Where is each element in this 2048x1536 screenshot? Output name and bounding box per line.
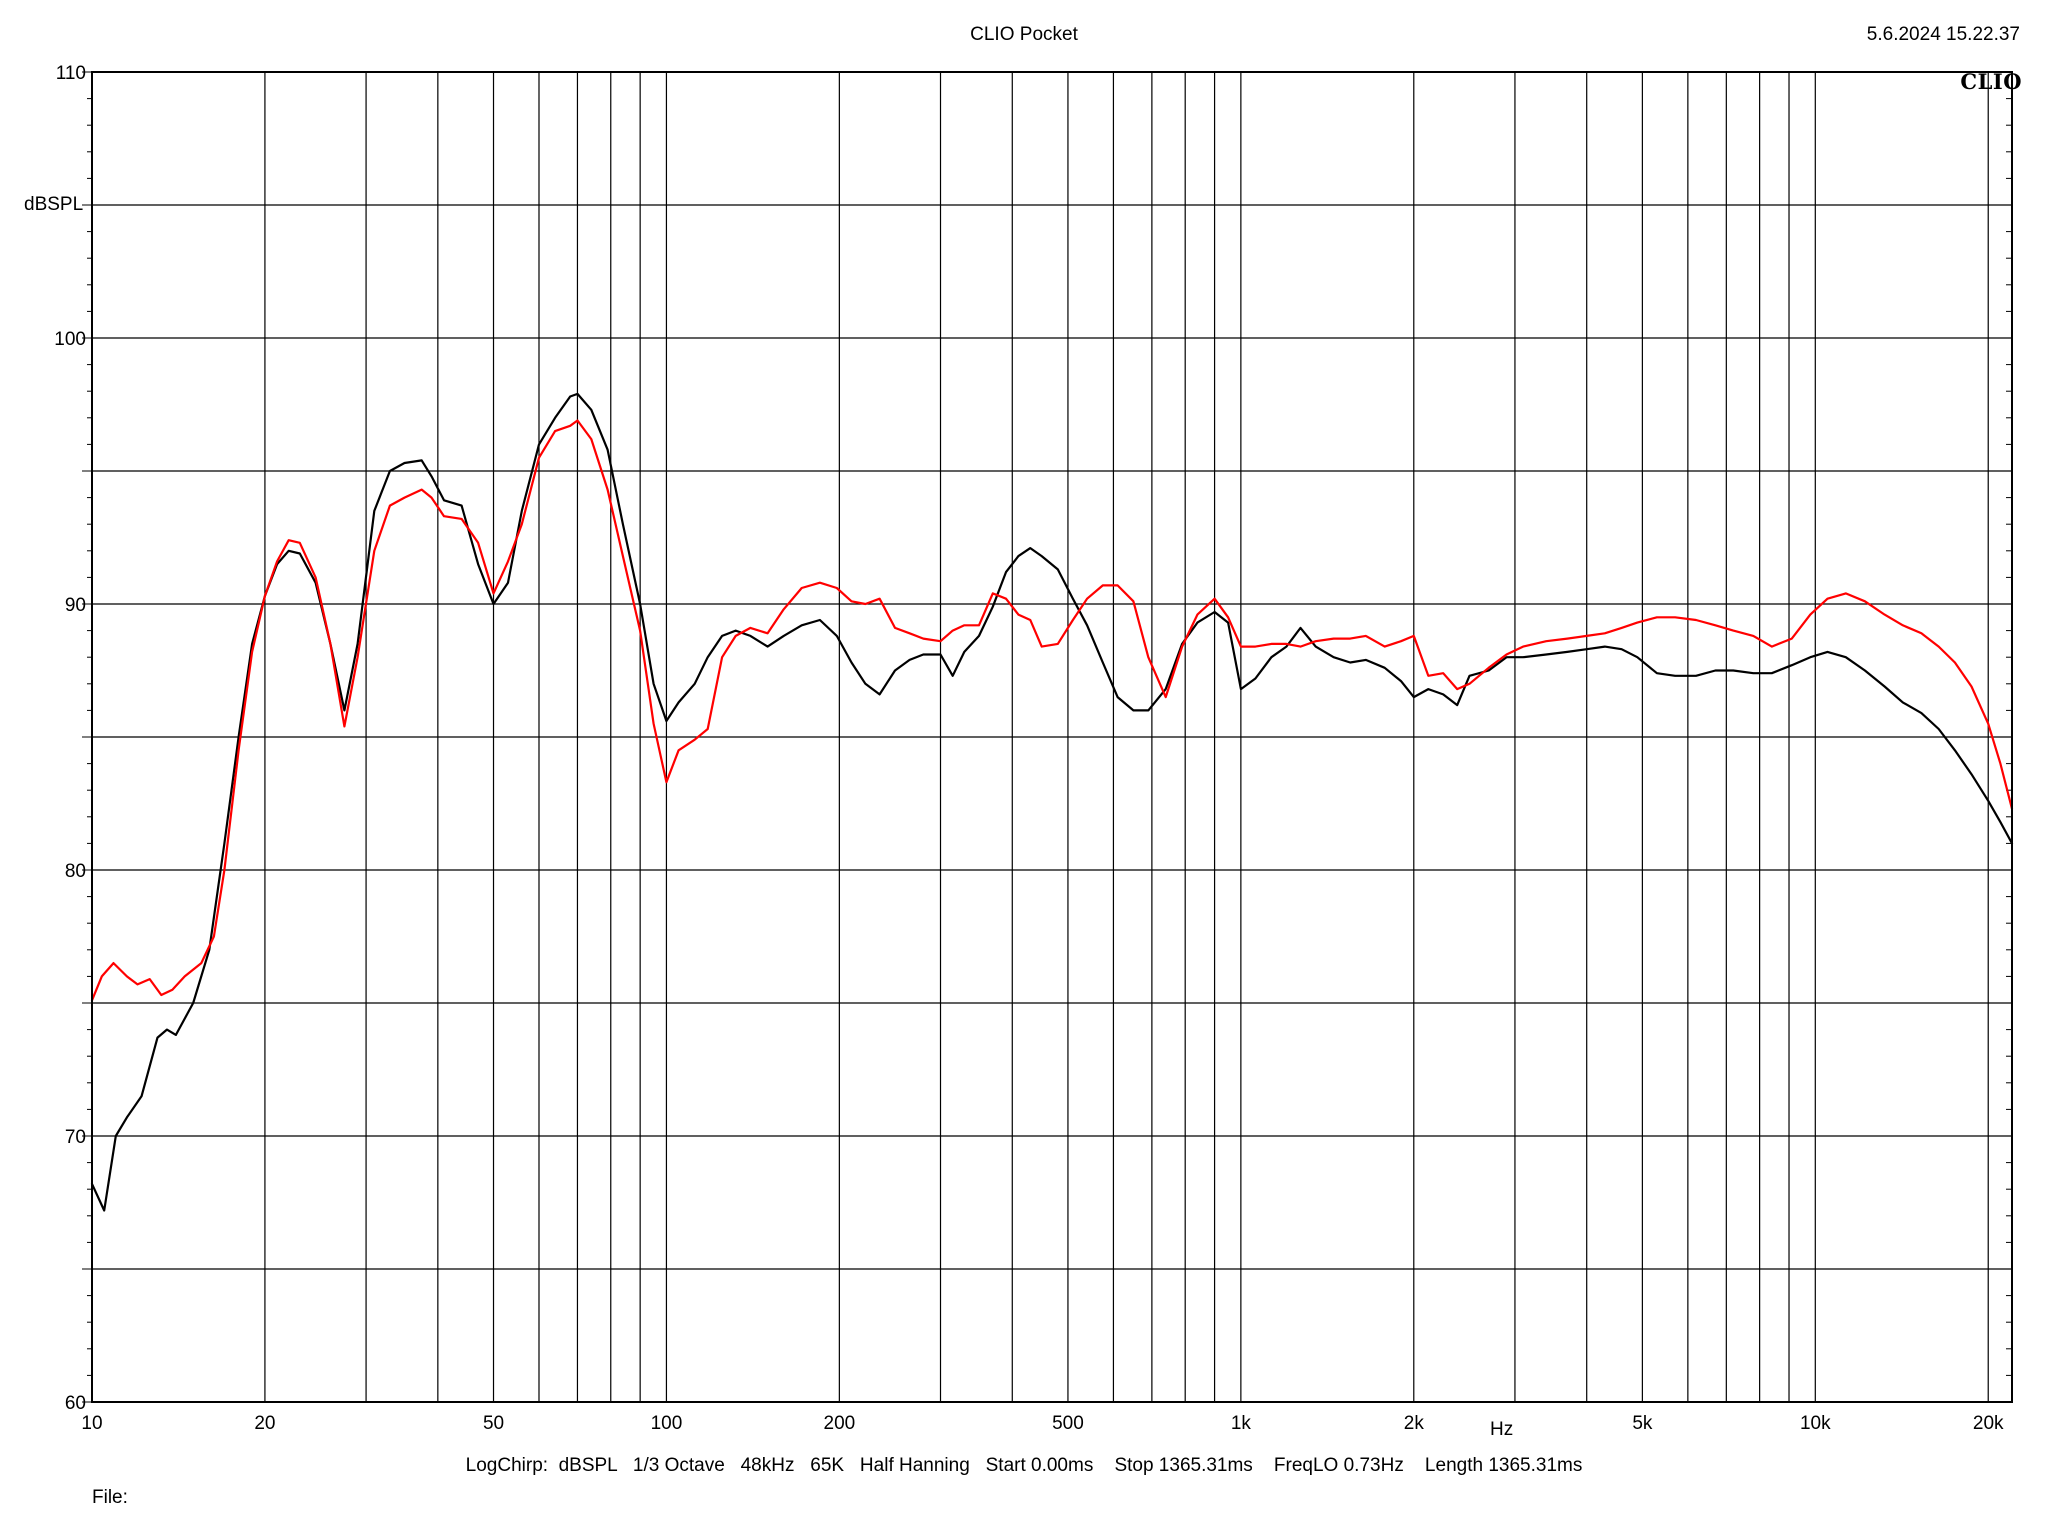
plot-frame	[91, 71, 2013, 1403]
series-line-1	[90, 392, 2014, 1212]
x-tick-label: 2k	[1404, 1413, 1425, 1434]
x-tick-label: 20	[254, 1413, 275, 1434]
y-tick-label: 70	[65, 1127, 86, 1148]
chart-series	[90, 392, 2014, 1212]
x-axis-label: Hz	[1490, 1419, 1514, 1440]
measurement-parameters: LogChirp: dBSPL 1/3 Octave 48kHz 65K Hal…	[465, 1455, 1583, 1476]
chart-grid	[82, 71, 2012, 1403]
x-tick-label: 200	[824, 1413, 856, 1434]
y-tick-label: 60	[65, 1393, 86, 1414]
x-tick-label: 50	[483, 1413, 504, 1434]
tick-labels: 10 20 50 100 200 500 1k 2k 5k 10k 20k 60 70 80 90 100 11…	[54, 63, 2004, 1434]
timestamp: 5.6.2024 15.22.37	[1866, 24, 2020, 45]
x-tick-label: 10k	[1800, 1413, 1831, 1434]
x-tick-label: 20k	[1973, 1413, 2004, 1434]
x-tick-label: 1k	[1231, 1413, 1252, 1434]
series-line-2	[90, 419, 2014, 1002]
y-tick-label: 90	[65, 595, 86, 616]
x-tick-label: 100	[651, 1413, 683, 1434]
y-tick-label: 110	[56, 63, 86, 84]
x-tick-label: 500	[1052, 1413, 1084, 1434]
y-axis-label: dBSPL	[24, 194, 84, 215]
x-tick-label: 10	[81, 1413, 102, 1434]
x-tick-label: 5k	[1632, 1413, 1653, 1434]
y-tick-label: 80	[65, 861, 86, 882]
y-tick-label: 100	[54, 329, 86, 350]
chart-title: CLIO Pocket	[970, 24, 1078, 45]
file-label: File:	[92, 1487, 128, 1508]
clio-logo: CLIO	[1960, 69, 2022, 94]
